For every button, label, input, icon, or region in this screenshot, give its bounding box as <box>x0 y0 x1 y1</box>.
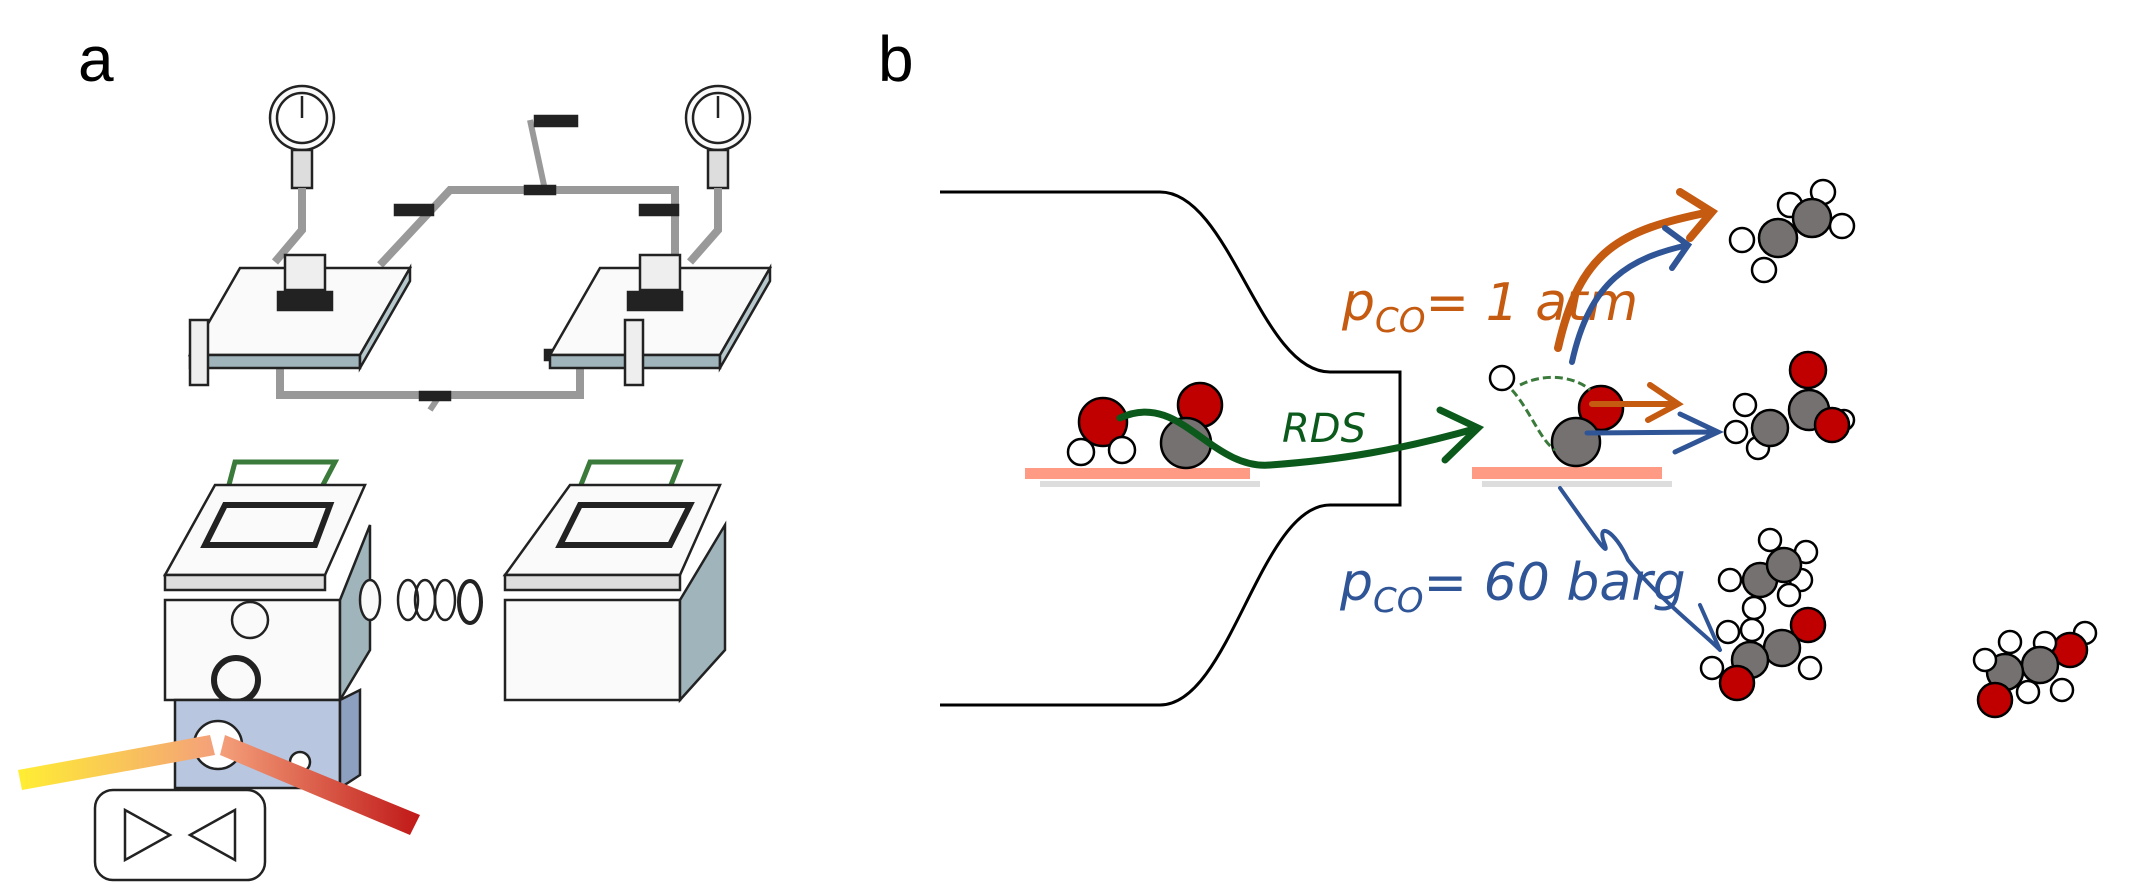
reactor-body-right <box>503 598 682 702</box>
spectrometer-window <box>93 788 267 882</box>
low-pressure-label: pCO= 1 atm <box>1341 273 1638 341</box>
product-acetic-acid-middle <box>1723 350 1856 461</box>
arrow-orange-upper <box>1554 188 1719 352</box>
arrow-blue-middle <box>1584 411 1724 455</box>
rds-arrow <box>1116 406 1485 469</box>
laser-beam-out <box>220 735 420 835</box>
product-ethane-top <box>1728 178 1856 284</box>
gas-line-top <box>377 186 679 268</box>
rds-label: RDS <box>1282 406 1366 452</box>
product-arrows <box>1554 188 1724 652</box>
reactor-funnel-outline <box>940 190 1402 707</box>
adsorbed-species-left <box>1066 381 1224 470</box>
pressure-gauge-left <box>268 84 336 265</box>
apparatus <box>93 84 773 882</box>
product-ethanol-bottom-right <box>1972 620 2098 719</box>
laser-beam-in <box>18 735 215 790</box>
catalyst-surface-middle <box>1472 467 1662 479</box>
pressure-gauge-right <box>684 84 752 265</box>
high-pressure-label: pCO= 60 barg <box>1339 553 1686 621</box>
panel-label-a: a <box>78 23 114 95</box>
product-ethane-bottom <box>1717 527 1819 621</box>
arrow-blue-upper <box>1569 225 1693 365</box>
arrow-orange-middle <box>1589 382 1684 423</box>
product-ethanol-bottom-left <box>1699 606 1827 702</box>
adsorbed-co <box>1488 364 1625 468</box>
catalyst-surface-left <box>1025 468 1250 479</box>
panel-label-b: b <box>878 23 914 95</box>
arrow-blue-lower <box>1558 486 1722 652</box>
hydrogen-migration-arrow <box>1510 375 1592 452</box>
